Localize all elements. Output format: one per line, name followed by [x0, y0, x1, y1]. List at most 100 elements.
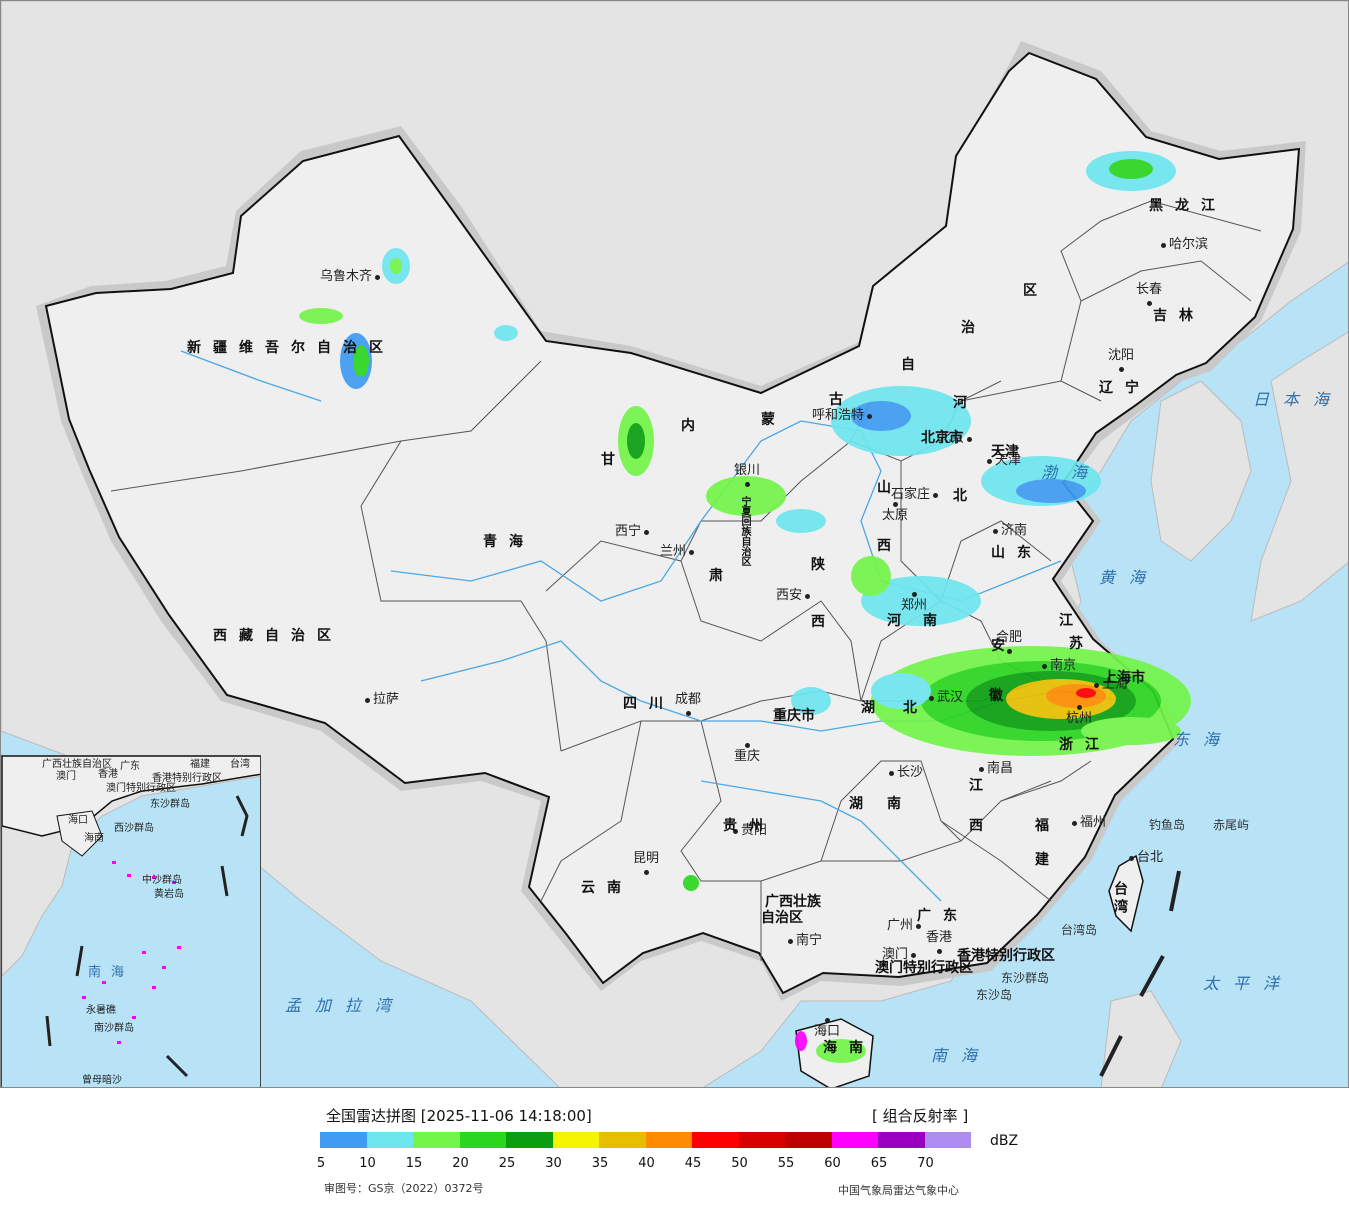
- city-label-yinchuan: 银川: [734, 463, 761, 478]
- radar-echoes: [299, 151, 1191, 1063]
- legend-swatch: [831, 1132, 878, 1148]
- city-label-shanghai: 上海: [1102, 677, 1129, 692]
- province-label-sichuan: 四川: [623, 696, 675, 712]
- province-label-jiangsu2: 苏: [1069, 636, 1095, 652]
- south-china-sea-inset: 广西壮族自治区 广东 福建 台湾 澳门 香港 香港特别行政区 澳门特别行政区 东沙群岛 海口 海南西…: [1, 755, 261, 1087]
- city-label-shenyang: 沈阳: [1108, 348, 1135, 363]
- inset-label: 香港: [98, 769, 118, 780]
- inset-label: 福建: [190, 759, 210, 770]
- sea-label-east_sea: 东海: [1173, 730, 1234, 749]
- province-label-nm4: 自: [901, 357, 927, 373]
- inset-label: 永暑礁: [86, 1005, 116, 1016]
- inset-label: 黄岩岛: [154, 889, 184, 900]
- china-land: [44, 51, 1301, 995]
- province-label-yunnan: 云南: [581, 880, 633, 896]
- legend-swatch: [506, 1132, 553, 1148]
- province-label-zhejiang: 浙江: [1059, 737, 1111, 753]
- province-label-anhui2: 徽: [989, 688, 1015, 704]
- province-label-nm1: 内: [681, 418, 707, 434]
- city-dot-chengdu: [686, 711, 691, 716]
- inset-label: 广东: [120, 761, 140, 772]
- city-dot-nanjing: [1042, 664, 1047, 669]
- sea-label-yellow_sea: 黄海: [1099, 568, 1160, 587]
- city-label-jinan: 济南: [1001, 523, 1028, 538]
- city-dot-shanghai: [1094, 683, 1099, 688]
- color-scale-bar: [320, 1132, 971, 1148]
- province-label-qinghai: 青海: [483, 534, 535, 550]
- city-dot-shijiazhuang: [933, 493, 938, 498]
- province-label-guangxi2: 自治区: [761, 910, 803, 926]
- inset-label: 澳门: [56, 771, 76, 782]
- legend-tick-label: 50: [731, 1156, 748, 1171]
- legend-tick-label: 5: [316, 1156, 326, 1171]
- province-label-jiangxi1: 江: [969, 778, 995, 794]
- island-label-diaoyu: 钓鱼岛: [1149, 818, 1186, 832]
- sea-label-japan_sea: 日本海: [1253, 390, 1344, 409]
- inset-canvas: [2, 756, 260, 1078]
- inset-label: 海口: [68, 815, 88, 826]
- echo-henan: [861, 576, 981, 626]
- province-label-shanghai_p: 上海市: [1103, 670, 1145, 686]
- legend-tick-label: 60: [824, 1156, 841, 1171]
- province-label-liaoning: 辽宁: [1099, 380, 1151, 396]
- legend-tick-label: 30: [545, 1156, 562, 1171]
- city-dot-taipei: [1129, 856, 1134, 861]
- province-label-jilin: 吉林: [1153, 308, 1205, 324]
- legend-tick-label: 20: [452, 1156, 469, 1171]
- city-label-guangzhou: 广州: [887, 918, 914, 933]
- city-dot-nanchang: [979, 767, 984, 772]
- city-label-nanchang: 南昌: [987, 761, 1014, 776]
- sea-label-bengal: 孟加拉湾: [285, 996, 406, 1015]
- legend-tick-label: 65: [870, 1156, 888, 1171]
- province-label-taiwan: 台湾: [1112, 881, 1128, 917]
- island-label-dongsha_d: 东沙岛: [976, 988, 1013, 1002]
- city-dot-macau: [911, 953, 916, 958]
- city-dot-beijing: [967, 437, 972, 442]
- city-dot-yinchuan: [745, 482, 750, 487]
- province-label-beijing_p: 北京市: [921, 430, 963, 446]
- city-dot-kunming: [644, 870, 649, 875]
- legend-swatch: [599, 1132, 646, 1148]
- province-label-jiangsu1: 江: [1059, 613, 1085, 629]
- city-dot-haikou: [825, 1018, 830, 1023]
- city-dot-zhengzhou: [912, 592, 917, 597]
- city-label-hangzhou: 杭州: [1066, 711, 1093, 726]
- city-dot-harbin: [1161, 243, 1166, 248]
- city-dot-fuzhou: [1072, 821, 1077, 826]
- province-label-hebei1: 河: [953, 395, 979, 411]
- province-label-heilongjiang: 黑龙江: [1149, 198, 1227, 214]
- city-dot-wuhan: [929, 696, 934, 701]
- province-label-guangxi1: 广西壮族: [765, 894, 821, 910]
- city-label-lanzhou: 兰州: [660, 544, 687, 559]
- city-dot-urumqi: [375, 275, 380, 280]
- legend-swatch: [785, 1132, 832, 1148]
- city-dot-guangzhou: [916, 924, 921, 929]
- city-label-taiyuan: 太原: [882, 508, 909, 523]
- city-label-guiyang: 贵阳: [741, 823, 768, 838]
- legend-tick-label: 55: [777, 1156, 795, 1171]
- province-label-shanxi1: 山: [877, 480, 903, 496]
- city-dot-hohhot: [867, 414, 872, 419]
- city-dot-shenyang: [1119, 367, 1124, 372]
- sea-label-south_sea: 南海: [931, 1046, 992, 1065]
- legend-swatch: [645, 1132, 692, 1148]
- province-label-guangdong: 广东: [917, 908, 969, 924]
- province-label-chongqing_p: 重庆市: [773, 708, 815, 724]
- province-label-guizhou: 贵州: [723, 818, 775, 834]
- legend-swatch: [366, 1132, 413, 1148]
- province-label-hk_sar: 香港特别行政区: [957, 948, 1055, 964]
- city-label-kunming: 昆明: [633, 851, 660, 866]
- legend-swatch: [924, 1132, 971, 1148]
- japan: [1250, 331, 1348, 622]
- province-label-henan1: 河: [887, 613, 913, 629]
- city-label-hohhot: 呼和浩特: [812, 408, 865, 423]
- review-number: 审图号：GS京（2022）0372号: [324, 1182, 484, 1195]
- island-label-chiwei: 赤尾屿: [1213, 818, 1250, 832]
- province-label-gan1: 甘: [601, 452, 627, 468]
- inset-label: 广西壮族自治区: [42, 759, 112, 770]
- province-label-shanxi2: 西: [877, 538, 903, 554]
- legend-tick-label: 15: [405, 1156, 423, 1171]
- city-dot-hongkong: [937, 949, 942, 954]
- city-label-changsha: 长沙: [897, 765, 924, 780]
- province-label-anhui1: 安: [991, 638, 1017, 654]
